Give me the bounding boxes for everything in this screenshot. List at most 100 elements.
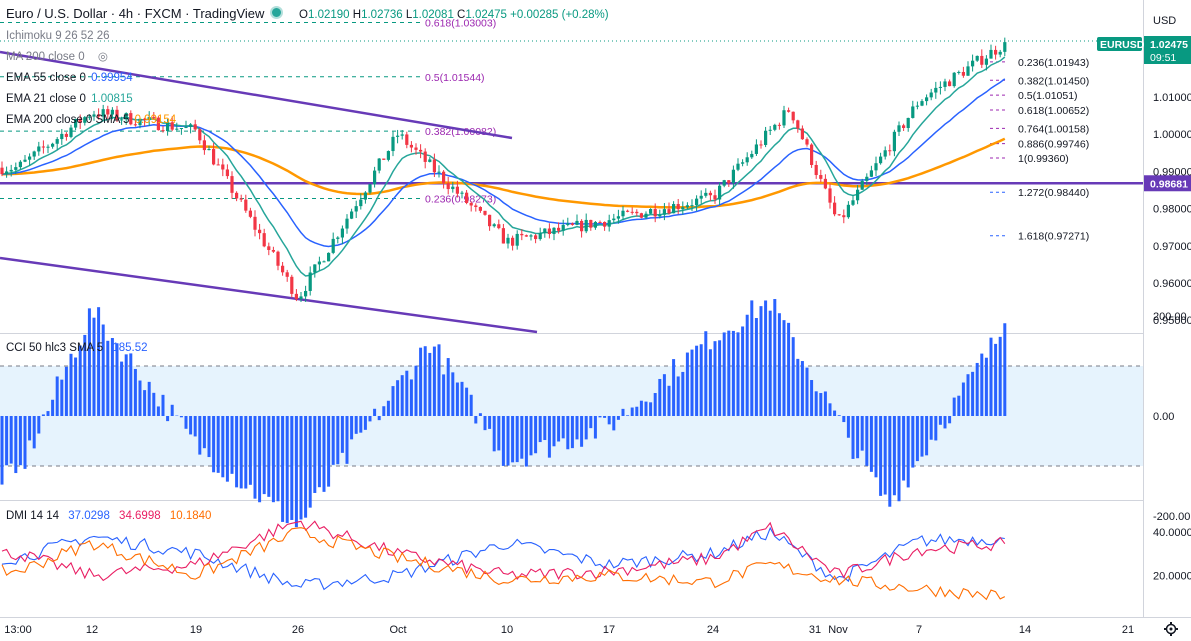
cci-bar [741, 326, 745, 416]
candle-body [708, 192, 712, 196]
candle-body [681, 207, 685, 210]
dmi-line-di [1, 520, 1006, 582]
cci-bar [179, 416, 183, 418]
cci-tick-label: 0.00 [1153, 411, 1174, 423]
cci-bar [97, 307, 101, 416]
cci-bar [322, 416, 326, 492]
candle-body [244, 199, 248, 211]
candle-body [377, 158, 381, 171]
cci-bar [474, 416, 478, 424]
ichimoku-legend[interactable]: Ichimoku 9 26 52 26 [6, 30, 110, 42]
cci-bar [5, 416, 9, 466]
candle-body [363, 192, 367, 200]
cci-bar [589, 416, 593, 429]
cci-bar [101, 324, 105, 416]
cci-bar [308, 416, 312, 508]
candle-body [800, 128, 804, 140]
cci-bar [644, 401, 648, 416]
candle-body [170, 122, 174, 130]
candle-body [308, 272, 312, 291]
ema55-legend[interactable]: EMA 55 close 0 0.99954 [6, 72, 133, 84]
candle-body [230, 176, 234, 193]
candle-body [754, 144, 758, 154]
candle-body [350, 211, 354, 219]
cci-bar [846, 416, 850, 438]
ma200-legend[interactable]: MA 200 close 0 ◎ [6, 51, 108, 63]
candle-body [299, 296, 303, 300]
cci-bar [373, 408, 377, 416]
candle-body [943, 81, 947, 87]
candle-body [603, 221, 607, 227]
fib-level-label: 0.886(0.99746) [1018, 139, 1089, 151]
ema21-legend[interactable]: EMA 21 close 0 1.00815 [6, 93, 133, 105]
cci-bar [649, 402, 653, 416]
cci-bar [658, 378, 662, 416]
candle-body [322, 261, 326, 263]
cci-bar [961, 382, 965, 416]
candle-body [193, 124, 197, 130]
time-tick-label: 12 [86, 624, 98, 636]
cci-bar [851, 416, 855, 459]
candle-body [147, 117, 151, 121]
cci-bar [14, 416, 18, 474]
cci-bar [46, 411, 50, 416]
candle-body [580, 220, 584, 232]
candle-body [796, 120, 800, 129]
candle-body [506, 237, 510, 244]
candle-body [294, 293, 298, 300]
cci-legend[interactable]: CCI 50 hlc3 SMA 5 185.52 [6, 342, 148, 354]
channel-upper-line [0, 50, 513, 140]
symbol-title[interactable]: Euro / U.S. Dollar · 4h · FXCM · Trading… [6, 6, 265, 21]
cci-bar [304, 416, 308, 518]
candle-body [396, 135, 400, 137]
cci-bar [736, 332, 740, 416]
candle-body [488, 214, 492, 227]
cci-bar [699, 344, 703, 416]
cci-bar [216, 416, 220, 473]
candle-body [97, 114, 101, 117]
cci-bar [225, 416, 229, 482]
cci-bar [667, 385, 671, 416]
candle-body [409, 144, 413, 148]
cci-bar [78, 345, 82, 416]
ema200-legend[interactable]: EMA 200 close 0 SMA 5 0.99154 [6, 114, 177, 126]
cci-bar [957, 395, 961, 416]
candle-body [630, 211, 634, 213]
cci-bar [120, 361, 124, 416]
candle-body [290, 276, 294, 294]
candle-body [902, 125, 906, 128]
cci-bar [934, 416, 938, 441]
cci-bar [773, 299, 777, 416]
cci-bar [920, 416, 924, 457]
candle-body [0, 167, 4, 175]
currency-label[interactable]: USD [1153, 15, 1177, 27]
cci-bar [718, 340, 722, 416]
cci-bar [704, 331, 708, 416]
candle-body [888, 150, 892, 152]
candle-body [124, 113, 128, 120]
time-tick-label: 21 [1122, 624, 1134, 636]
cci-bar [750, 300, 754, 416]
cci-bar [483, 416, 487, 431]
cci-bar [828, 403, 832, 416]
cci-bar [984, 357, 988, 416]
cci-bar [409, 379, 413, 416]
cci-bar [465, 387, 469, 416]
dmi-legend[interactable]: DMI 14 14 37.0298 34.6998 10.1840 [6, 510, 212, 522]
hidden-eye-icon[interactable]: ◎ [97, 51, 108, 63]
candle-body [911, 106, 915, 118]
cci-bar [952, 397, 956, 416]
candle-body [874, 163, 878, 171]
cci-bar [244, 416, 248, 489]
candle-body [442, 171, 446, 184]
cci-bar [23, 416, 27, 469]
candle-body [672, 204, 676, 214]
ohlc-values: O1.02190 H1.02736 L1.02081 C1.02475 +0.0… [299, 9, 609, 21]
settings-gear-icon[interactable] [1164, 622, 1178, 636]
cci-bar [51, 399, 55, 416]
candle-body [915, 105, 919, 107]
candle-body [83, 117, 87, 123]
cci-bar [55, 376, 59, 416]
cci-bar [446, 358, 450, 416]
